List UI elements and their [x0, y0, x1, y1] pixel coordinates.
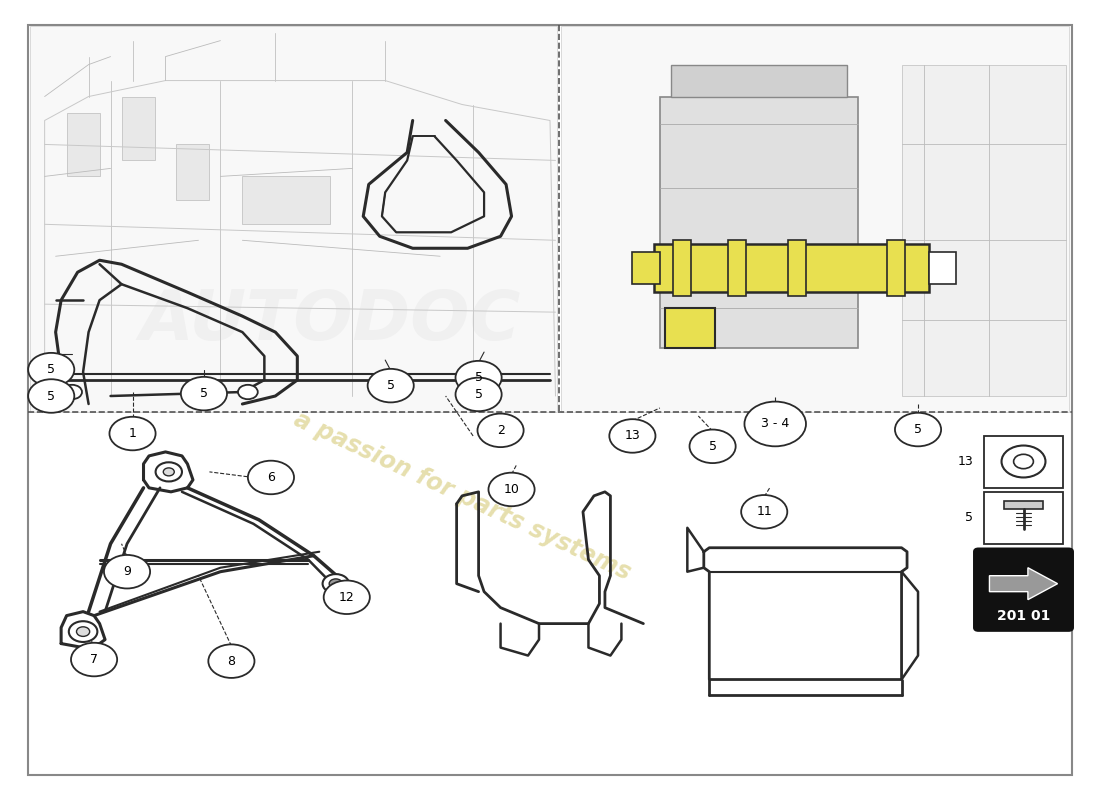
Polygon shape: [1003, 502, 1043, 510]
Polygon shape: [888, 240, 905, 296]
Text: 1: 1: [129, 427, 136, 440]
FancyBboxPatch shape: [975, 549, 1072, 630]
Circle shape: [455, 361, 502, 394]
Text: 11: 11: [757, 506, 772, 518]
Text: 5: 5: [387, 379, 395, 392]
Text: 3 - 4: 3 - 4: [761, 418, 790, 430]
Circle shape: [248, 461, 294, 494]
Circle shape: [690, 430, 736, 463]
Circle shape: [367, 369, 414, 402]
Text: 2: 2: [496, 424, 505, 437]
Polygon shape: [121, 97, 154, 161]
Text: 5: 5: [47, 363, 55, 376]
Text: 5: 5: [200, 387, 208, 400]
Text: 5: 5: [474, 388, 483, 401]
Text: 13: 13: [625, 430, 640, 442]
Circle shape: [208, 644, 254, 678]
Text: 13: 13: [957, 455, 974, 468]
Circle shape: [72, 642, 117, 676]
Circle shape: [323, 581, 370, 614]
Text: 9: 9: [123, 566, 131, 578]
Polygon shape: [989, 568, 1057, 600]
Circle shape: [155, 462, 182, 482]
Polygon shape: [242, 176, 330, 224]
Circle shape: [77, 627, 90, 636]
Circle shape: [238, 385, 257, 399]
Polygon shape: [561, 26, 1068, 412]
Text: a passion for parts systems: a passion for parts systems: [289, 407, 635, 585]
Circle shape: [29, 379, 75, 413]
Text: 8: 8: [228, 654, 235, 668]
Text: 10: 10: [504, 483, 519, 496]
Circle shape: [329, 579, 342, 589]
Circle shape: [322, 574, 349, 594]
Polygon shape: [632, 252, 660, 284]
Circle shape: [29, 353, 75, 386]
Polygon shape: [789, 240, 806, 296]
Circle shape: [69, 622, 98, 642]
Text: 5: 5: [965, 511, 974, 524]
FancyBboxPatch shape: [984, 492, 1063, 544]
Polygon shape: [930, 252, 957, 284]
Polygon shape: [666, 308, 715, 348]
Polygon shape: [673, 240, 691, 296]
FancyBboxPatch shape: [29, 25, 1071, 775]
Polygon shape: [902, 65, 1066, 396]
Polygon shape: [67, 113, 100, 176]
Polygon shape: [176, 145, 209, 200]
Polygon shape: [654, 244, 930, 292]
Text: 5: 5: [914, 423, 922, 436]
Circle shape: [1013, 454, 1033, 469]
Polygon shape: [660, 97, 858, 348]
Polygon shape: [728, 240, 746, 296]
Text: 5: 5: [474, 371, 483, 384]
Circle shape: [180, 377, 227, 410]
Circle shape: [455, 378, 502, 411]
Circle shape: [477, 414, 524, 447]
Circle shape: [104, 555, 150, 589]
Circle shape: [741, 495, 788, 529]
FancyBboxPatch shape: [984, 436, 1063, 488]
Circle shape: [609, 419, 656, 453]
Circle shape: [63, 385, 82, 399]
Circle shape: [488, 473, 535, 506]
Circle shape: [1001, 446, 1045, 478]
Circle shape: [110, 417, 155, 450]
Polygon shape: [671, 65, 847, 97]
Polygon shape: [31, 26, 557, 412]
Circle shape: [895, 413, 942, 446]
Circle shape: [745, 402, 806, 446]
Text: AUTODOC: AUTODOC: [140, 286, 521, 354]
Text: 7: 7: [90, 653, 98, 666]
Text: 201 01: 201 01: [997, 609, 1050, 622]
Text: 5: 5: [708, 440, 716, 453]
Text: 6: 6: [267, 471, 275, 484]
Circle shape: [163, 468, 174, 476]
Text: 5: 5: [47, 390, 55, 402]
Text: 12: 12: [339, 590, 354, 604]
